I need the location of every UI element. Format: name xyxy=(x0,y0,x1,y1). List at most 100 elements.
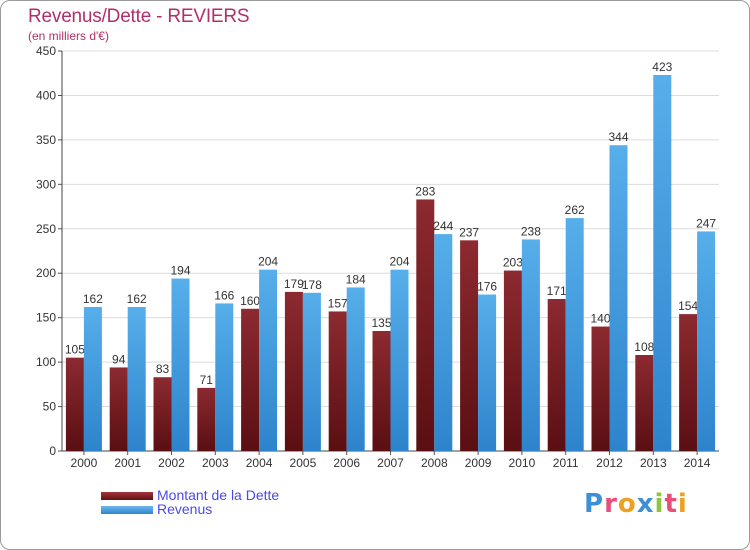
logo-letter: x xyxy=(636,489,655,519)
x-tick-label: 2005 xyxy=(290,456,317,470)
x-tick-label: 2002 xyxy=(158,456,185,470)
bar-dette xyxy=(197,387,216,451)
data-label-dette: 237 xyxy=(459,225,479,239)
y-tick-label: 350 xyxy=(36,133,56,147)
data-label-dette: 94 xyxy=(112,352,126,366)
bar-revenus xyxy=(127,307,146,451)
bar-revenus xyxy=(521,239,540,451)
bar-dette xyxy=(328,311,347,451)
bar-revenus xyxy=(697,231,716,451)
y-tick-label: 100 xyxy=(36,355,56,369)
x-tick-label: 2007 xyxy=(377,456,404,470)
bar-dette xyxy=(241,308,260,451)
bar-revenus xyxy=(390,269,409,451)
bar-revenus xyxy=(565,218,584,451)
bar-revenus xyxy=(171,278,190,451)
bar-dette xyxy=(153,377,172,451)
data-label-dette: 140 xyxy=(590,312,610,326)
data-label-dette: 105 xyxy=(65,343,85,357)
data-label-dette: 171 xyxy=(547,284,567,298)
x-tick-label: 2009 xyxy=(465,456,492,470)
y-tick-label: 50 xyxy=(43,400,57,414)
data-label-dette: 179 xyxy=(284,277,304,291)
data-label-dette: 203 xyxy=(503,256,523,270)
bar-dette xyxy=(503,270,522,451)
bar-revenus xyxy=(259,269,278,451)
bar-revenus xyxy=(346,287,365,451)
y-tick-label: 250 xyxy=(36,222,56,236)
data-label-revenus: 262 xyxy=(565,203,585,217)
data-label-revenus: 238 xyxy=(521,224,541,238)
data-label-dette: 154 xyxy=(678,299,698,313)
x-tick-label: 2001 xyxy=(114,456,141,470)
data-label-revenus: 423 xyxy=(652,60,672,74)
data-label-revenus: 184 xyxy=(346,272,366,286)
x-tick-label: 2014 xyxy=(684,456,711,470)
logo-letter: o xyxy=(617,489,637,519)
x-tick-label: 2003 xyxy=(202,456,229,470)
data-label-dette: 108 xyxy=(634,340,654,354)
x-tick-label: 2004 xyxy=(246,456,273,470)
data-label-revenus: 166 xyxy=(214,288,234,302)
data-label-revenus: 178 xyxy=(302,278,322,292)
bar-revenus xyxy=(302,292,321,451)
bar-revenus xyxy=(215,303,234,451)
y-tick-label: 150 xyxy=(36,311,56,325)
legend-swatch-revenus xyxy=(101,506,153,514)
data-label-dette: 135 xyxy=(371,316,391,330)
bar-dette xyxy=(591,326,610,451)
data-label-revenus: 244 xyxy=(433,219,453,233)
bar-dette xyxy=(109,367,128,451)
x-tick-label: 2012 xyxy=(596,456,623,470)
data-label-revenus: 162 xyxy=(83,292,103,306)
y-tick-label: 0 xyxy=(49,444,56,458)
bar-revenus xyxy=(609,145,628,451)
legend-label-revenus: Revenus xyxy=(157,501,213,517)
x-tick-label: 2008 xyxy=(421,456,448,470)
bar-revenus xyxy=(478,294,497,451)
data-label-dette: 160 xyxy=(240,294,260,308)
bar-revenus xyxy=(83,307,102,451)
bar-dette xyxy=(372,331,391,451)
data-label-revenus: 204 xyxy=(389,255,409,269)
bar-dette xyxy=(547,299,566,451)
logo-letter: t xyxy=(664,489,678,519)
x-tick-label: 2000 xyxy=(71,456,98,470)
bar-dette xyxy=(65,357,84,451)
data-label-revenus: 194 xyxy=(170,264,190,278)
logo-letter: r xyxy=(604,489,618,519)
data-label-revenus: 204 xyxy=(258,255,278,269)
y-tick-label: 300 xyxy=(36,177,56,191)
x-tick-label: 2010 xyxy=(509,456,536,470)
x-tick-label: 2011 xyxy=(553,456,579,470)
data-label-revenus: 162 xyxy=(127,292,147,306)
data-label-dette: 283 xyxy=(415,184,435,198)
x-tick-label: 2013 xyxy=(640,456,667,470)
chart-subtitle: (en milliers d'€) xyxy=(28,29,109,43)
x-tick-label: 2006 xyxy=(333,456,360,470)
data-label-dette: 71 xyxy=(200,373,214,387)
bar-dette xyxy=(635,355,654,451)
legend-label-dette: Montant de la Dette xyxy=(157,487,280,503)
bar-dette xyxy=(679,314,698,451)
bar-revenus xyxy=(434,234,453,451)
legend-swatch-dette xyxy=(101,492,153,500)
data-label-dette: 83 xyxy=(156,362,170,376)
chart-title: Revenus/Dette - REVIERS xyxy=(28,6,250,27)
y-tick-label: 200 xyxy=(36,266,56,280)
data-label-revenus: 344 xyxy=(608,130,628,144)
bar-dette xyxy=(416,199,435,451)
bar-dette xyxy=(460,240,479,451)
data-label-revenus: 176 xyxy=(477,280,497,294)
y-tick-label: 450 xyxy=(36,44,56,58)
data-label-revenus: 247 xyxy=(696,216,716,230)
data-label-dette: 157 xyxy=(328,296,348,310)
logo-letter: i xyxy=(654,489,665,519)
logo-letter: i xyxy=(677,489,688,519)
bar-revenus xyxy=(653,75,672,451)
proxiti-logo: Proxiti xyxy=(584,489,688,519)
bar-dette xyxy=(284,291,303,451)
logo-letter: P xyxy=(584,489,605,519)
